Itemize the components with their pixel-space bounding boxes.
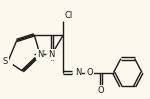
Text: N: N [48,50,55,59]
Text: S: S [2,57,7,66]
Text: N: N [75,68,81,77]
Text: Cl: Cl [64,11,73,20]
Text: O: O [98,86,105,95]
Text: N: N [37,50,43,59]
Text: O: O [86,68,93,77]
